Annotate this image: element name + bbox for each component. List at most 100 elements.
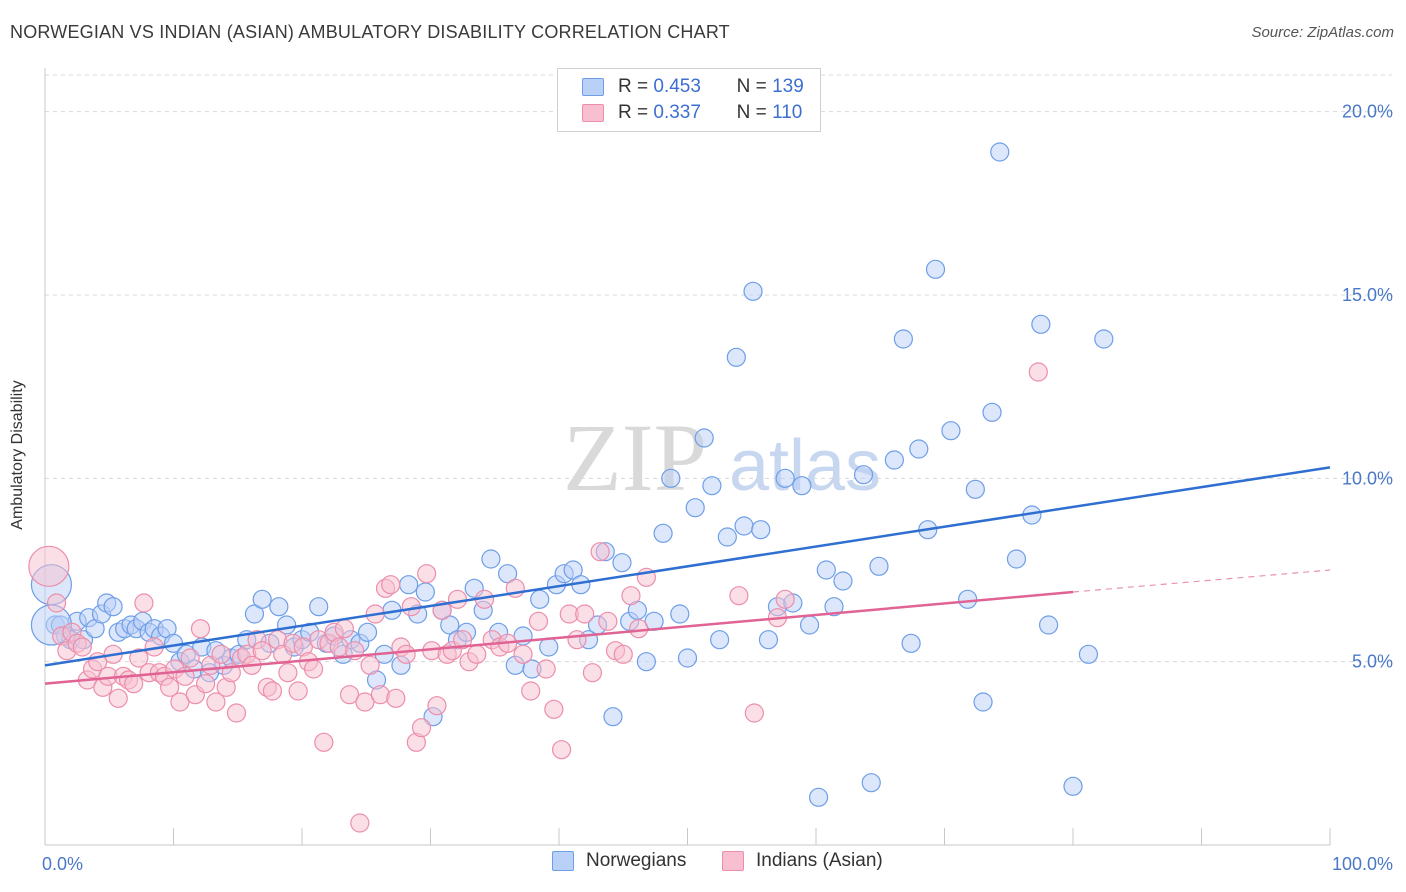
x-tick-label: 0.0%	[42, 854, 83, 874]
norwegian-point	[990, 142, 1010, 162]
correlation-legend: R = 0.453 N = 139 R = 0.337 N = 110	[557, 68, 821, 132]
norwegian-point	[653, 523, 673, 543]
norwegian-point	[958, 589, 978, 609]
norwegian-point	[833, 571, 853, 591]
norwegian-point	[1038, 615, 1059, 635]
norwegian-point	[816, 560, 836, 580]
indian-point	[427, 696, 447, 716]
norwegian-point	[965, 479, 985, 499]
legend-label-norwegians: Norwegians	[586, 850, 687, 871]
norwegian-point	[751, 520, 771, 540]
y-tick-label: 5.0%	[1352, 652, 1393, 672]
norwegian-point	[252, 589, 272, 609]
indian-point	[386, 688, 406, 708]
indian-point	[582, 663, 603, 683]
norwegian-point	[103, 597, 123, 617]
norwegian-point	[734, 516, 754, 536]
indian-point	[621, 586, 641, 606]
indian-point	[180, 648, 200, 668]
indian-point-large	[28, 545, 70, 587]
norwegian-point	[603, 707, 623, 727]
norwegian-point	[808, 787, 829, 807]
norwegian-point	[1094, 329, 1114, 349]
norwegian-point	[1078, 644, 1099, 664]
watermark-zip: ZIP	[563, 404, 707, 511]
legend-swatch-indians	[722, 851, 744, 871]
indian-point	[303, 659, 324, 679]
indian-point	[72, 637, 92, 657]
norwegian-point	[710, 630, 730, 650]
indian-point	[453, 630, 473, 650]
norwegian-point	[853, 465, 874, 485]
norwegian-point	[399, 575, 419, 595]
norwegian-point	[861, 773, 881, 793]
indian-point	[467, 644, 487, 664]
indian-point	[206, 692, 226, 712]
indian-point	[339, 685, 360, 705]
norwegian-point	[1006, 549, 1027, 569]
norwegian-point	[269, 597, 289, 617]
norwegian-point	[661, 468, 681, 488]
legend-n-label: N =	[736, 102, 767, 123]
norwegian-point	[670, 604, 690, 624]
norwegian-point	[925, 259, 946, 279]
legend-swatch-pink	[582, 104, 604, 122]
legend-item-indians: Indians (Asian)	[722, 850, 883, 872]
tick-labels: 5.0% 10.0% 15.0% 20.0% 0.0% 100.0%	[42, 102, 1393, 874]
norwegian-point	[685, 498, 705, 518]
axis-layer	[44, 68, 1331, 846]
grid-layer	[45, 74, 1392, 663]
indian-point	[613, 644, 633, 664]
legend-row-indians: R = 0.337 N = 110	[582, 100, 802, 126]
norwegian-point	[758, 630, 779, 650]
y-tick-label: 15.0%	[1342, 285, 1393, 305]
indian-point	[598, 611, 618, 631]
norwegian-point	[702, 476, 722, 496]
indian-point	[1028, 362, 1048, 382]
indian-point	[744, 703, 764, 723]
indian-point	[528, 611, 549, 631]
indian-point	[314, 732, 334, 752]
legend-swatch-norwegians	[552, 851, 574, 871]
indian-point	[211, 644, 231, 664]
indian-trend-line	[44, 590, 1074, 685]
norwegian-point	[612, 553, 632, 573]
indian-point	[190, 619, 211, 639]
indian-point	[551, 740, 572, 760]
norwegian-point	[357, 622, 378, 642]
trend-layer	[44, 466, 1331, 685]
norwegian-point	[982, 402, 1002, 422]
indian-point	[129, 648, 149, 668]
norwegian-point	[869, 556, 889, 576]
legend-n-value: 110	[772, 102, 803, 123]
norwegian-point	[677, 648, 698, 668]
legend-r-label: R =	[618, 102, 649, 123]
indian-point	[729, 586, 749, 606]
legend-n-label: N =	[736, 76, 767, 97]
legend-n-value: 139	[772, 76, 804, 97]
indian-point	[401, 597, 421, 617]
indian-point	[775, 589, 795, 609]
indian-point	[252, 641, 272, 661]
indian-point	[521, 681, 541, 701]
norwegian-point	[539, 637, 559, 657]
x-tick-label: 100.0%	[1332, 854, 1393, 874]
norwegian-point	[792, 476, 812, 496]
norwegian-point	[694, 428, 714, 448]
indian-point	[278, 663, 298, 683]
y-tick-label: 10.0%	[1342, 468, 1393, 488]
norwegian-trend-line	[44, 466, 1331, 667]
y-tick-label: 20.0%	[1342, 102, 1393, 122]
norwegian-point	[636, 652, 656, 672]
series-legend: Norwegians Indians (Asian)	[0, 850, 1406, 880]
indian-point	[417, 564, 437, 584]
norwegian-point	[1031, 314, 1051, 334]
legend-item-norwegians: Norwegians	[552, 850, 686, 872]
norwegian-point	[743, 281, 763, 301]
norwegian-point	[901, 633, 921, 653]
legend-swatch-blue	[582, 78, 604, 96]
indian-point	[355, 692, 375, 712]
indian-point	[46, 593, 67, 613]
norwegian-point	[893, 329, 913, 349]
